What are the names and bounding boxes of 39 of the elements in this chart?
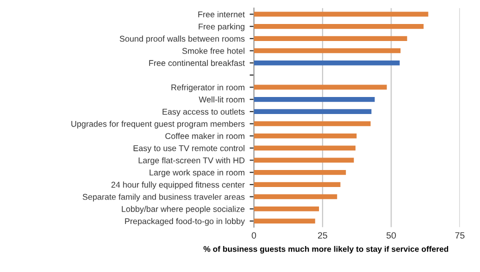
y-tick-label: Upgrades for frequent guest program members <box>71 120 245 128</box>
bar <box>254 60 400 66</box>
x-tick-label: 75 <box>455 232 464 239</box>
x-tick-label: 0 <box>252 232 256 239</box>
bar <box>254 194 338 200</box>
bar <box>254 170 346 175</box>
x-tick-label: 25 <box>318 232 328 239</box>
bar <box>254 109 372 114</box>
y-tick-label: Prepackaged food-to-go in lobby <box>125 218 245 226</box>
y-tick-label: Large flat-screen TV with HD <box>138 157 244 165</box>
bar <box>254 24 424 29</box>
y-tick-label: Well-lit room <box>198 96 244 102</box>
y-tick-label: Easy access to outlets <box>162 108 245 116</box>
bar <box>254 133 357 138</box>
bar <box>254 121 371 126</box>
x-tick-label: 50 <box>386 232 396 239</box>
bar <box>254 218 316 224</box>
y-tick-label: Free parking <box>198 23 244 32</box>
y-tick-label: Free internet <box>198 11 245 18</box>
y-tick-label: Easy to use TV remote control <box>134 145 244 153</box>
bar <box>254 182 340 187</box>
y-tick-label: Smoke free hotel <box>182 48 244 54</box>
y-tick-label: Sound proof walls between rooms <box>120 36 245 44</box>
bar <box>254 48 401 54</box>
bar <box>254 36 408 42</box>
y-tick-label: Coffee maker in room <box>165 132 244 139</box>
y-tick-label: Refrigerator in room <box>171 84 244 92</box>
y-tick-label: Large work space in room <box>150 169 244 178</box>
y-tick-label: 24 hour fully equipped fitness center <box>111 182 245 190</box>
y-tick-label: Free continental breakfast <box>149 60 245 66</box>
bar <box>254 12 428 17</box>
y-tick-label: Separate family and business traveler areas <box>82 194 245 202</box>
bar <box>254 206 319 212</box>
x-axis-title: % of business guests much more likely to stay if service offered <box>204 246 448 254</box>
bar <box>254 84 387 90</box>
bar <box>254 146 356 150</box>
y-tick-label: Lobby/bar where people socialize <box>122 206 245 214</box>
bar <box>254 96 375 102</box>
bar <box>254 158 354 163</box>
